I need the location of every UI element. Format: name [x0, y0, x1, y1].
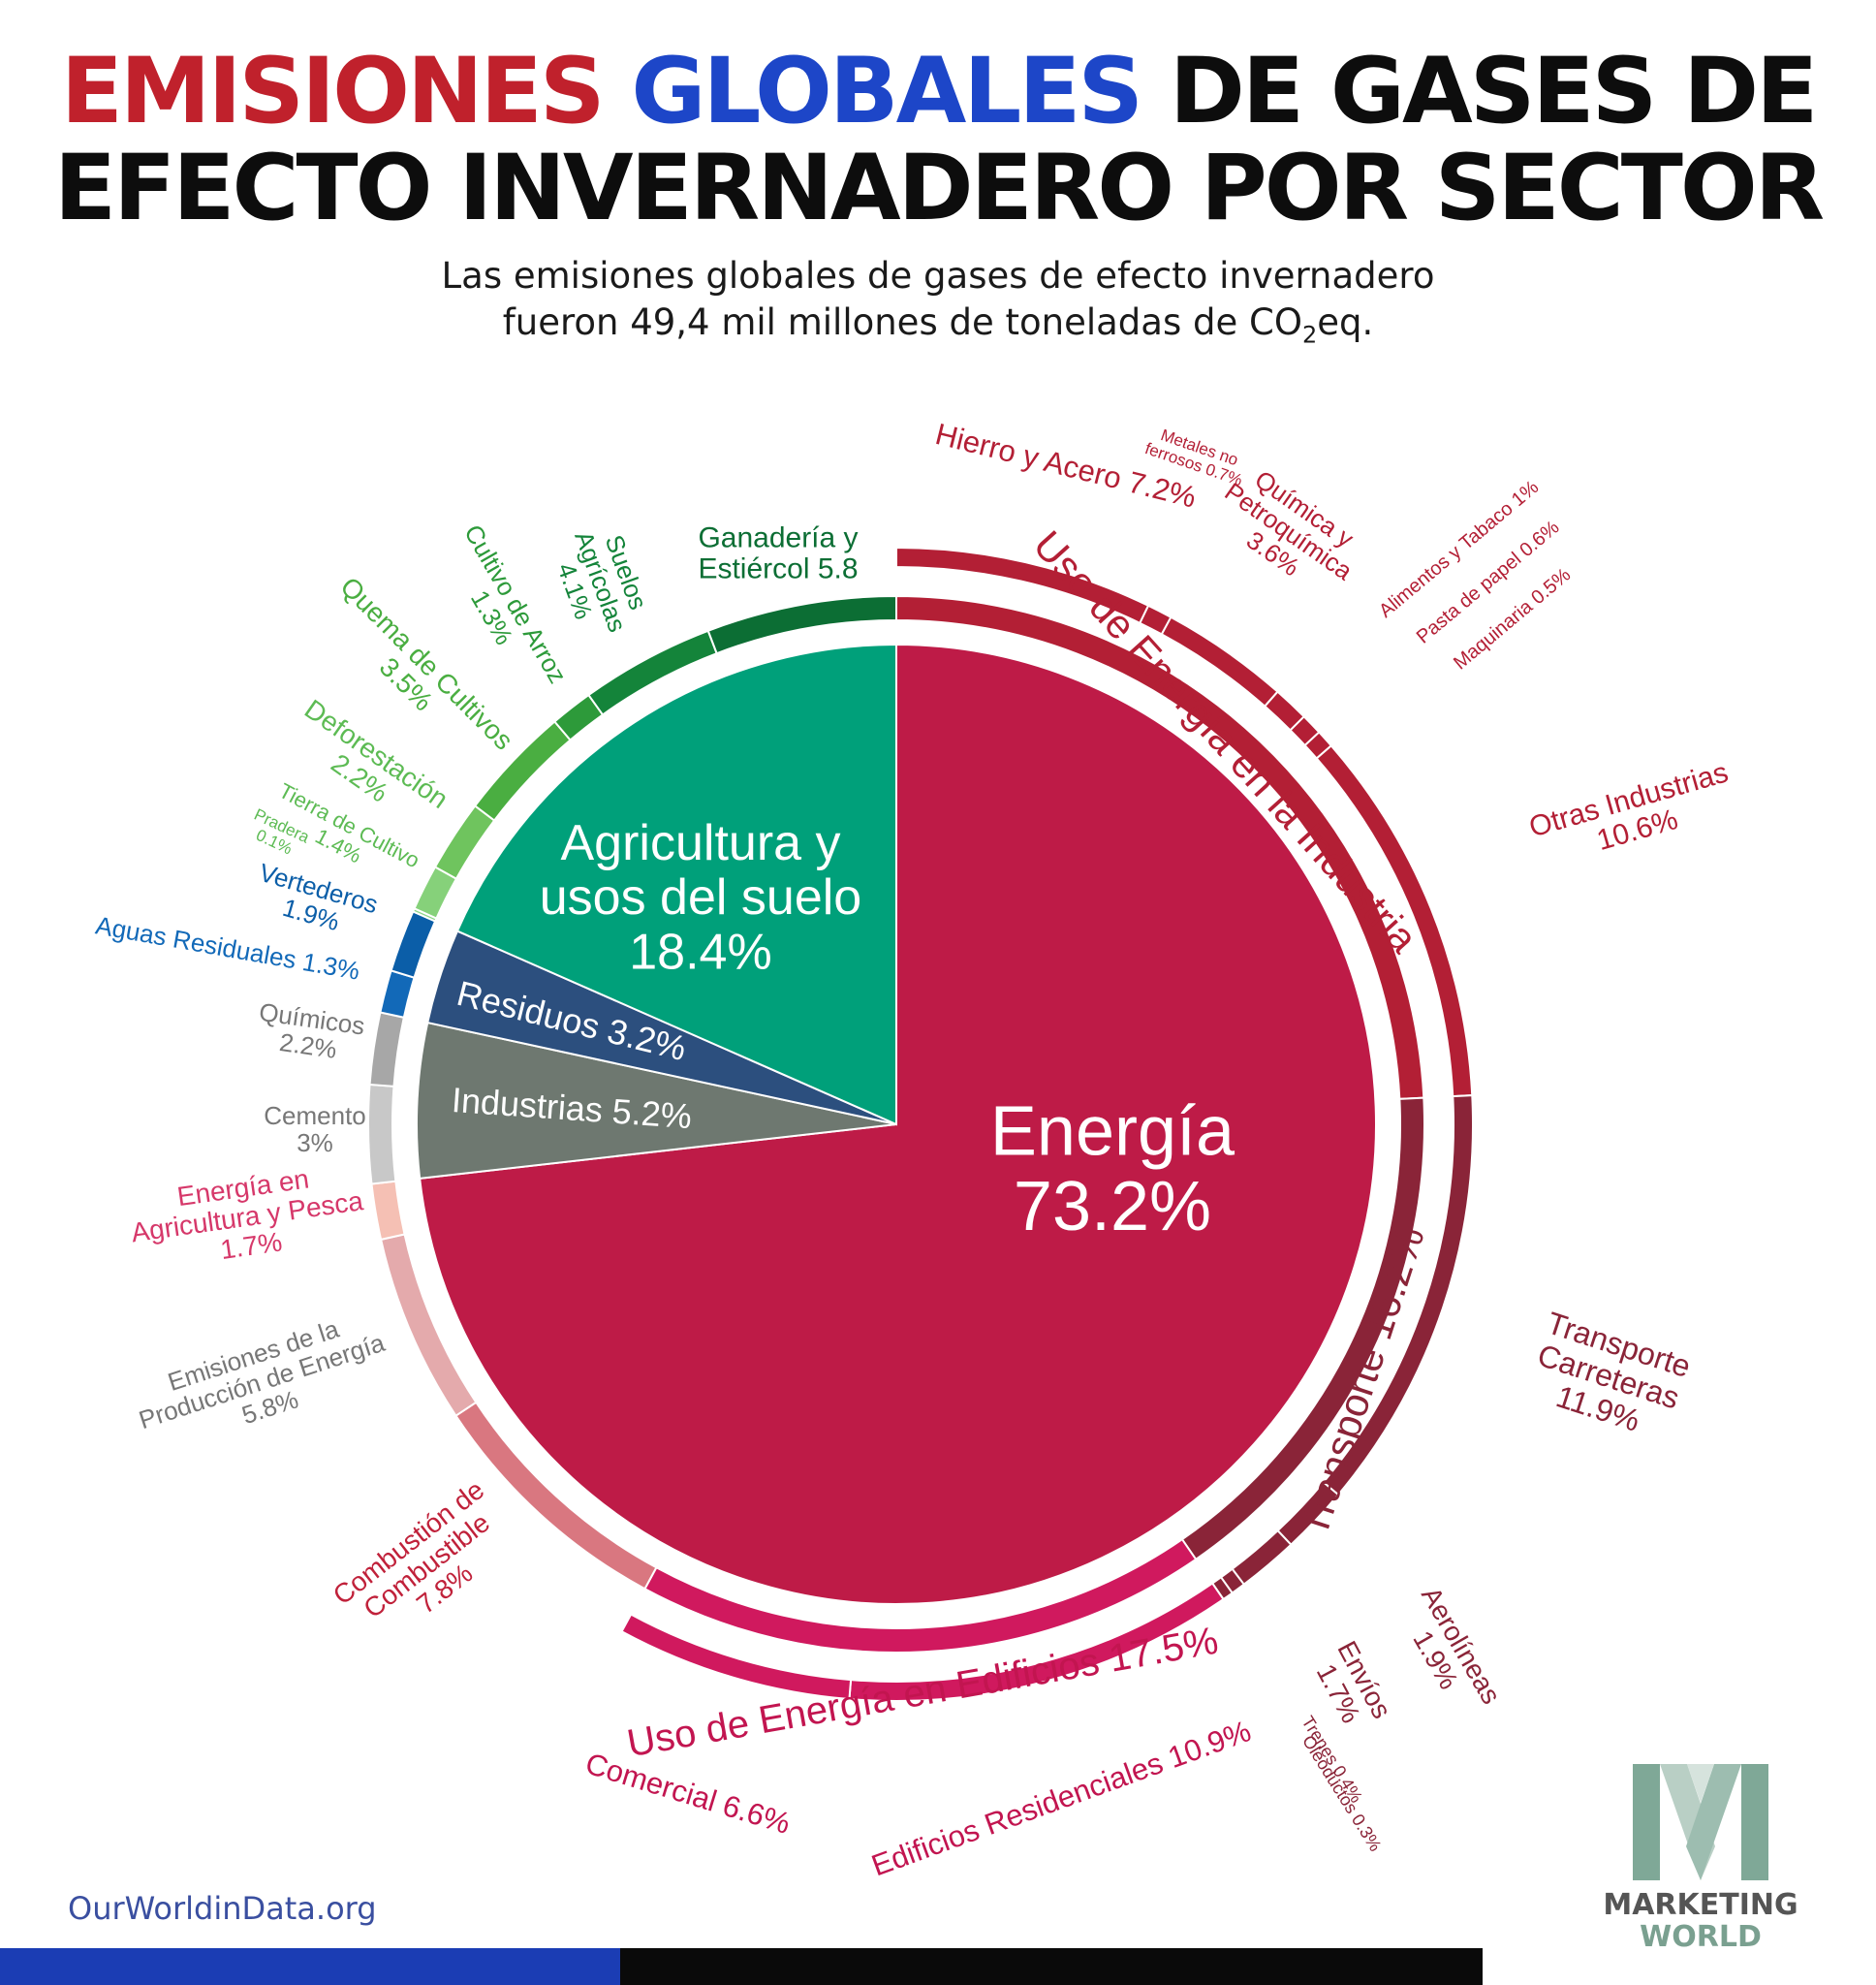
- ring-segment-ganaderia-y-estiercol: [706, 594, 897, 655]
- pie-label-energia: Energía 73.2%: [990, 1092, 1235, 1245]
- title-word-2: DE GASES DE: [1141, 39, 1818, 144]
- ring-segment-quimicos: [368, 1011, 406, 1087]
- ring-segment-vertederos: [390, 910, 437, 979]
- segment-label-cemento: Cemento 3%: [264, 1101, 366, 1157]
- segment-label-edificios-residenciales: Edificios Residenciales 10.9%: [867, 1714, 1256, 1882]
- subtitle-subscript: 2: [1301, 321, 1318, 349]
- segment-label-maquinaria: Maquinaria 0.5%: [1450, 564, 1575, 674]
- logo-text-2: WORLD: [1640, 1920, 1762, 1953]
- chart-subtitle-line2: fueron 49,4 mil millones de toneladas de…: [0, 300, 1876, 357]
- outer-segment-envios: [1231, 1528, 1293, 1587]
- source-label: OurWorldinData.org: [68, 1890, 377, 1927]
- ring-segment-deforestacion: [433, 804, 496, 880]
- logo-text-1: MARKETING: [1603, 1888, 1798, 1922]
- subtitle-text: fueron 49,4 mil millones de toneladas de…: [502, 301, 1302, 343]
- outer-segment-comercial: [620, 1613, 853, 1701]
- pie-slice-energia: [419, 643, 1377, 1605]
- footer-bar-blue: [0, 1948, 620, 1985]
- segment-label-transporte-carreteras: TransporteCarreteras11.9%: [1522, 1305, 1696, 1447]
- marketing-world-logo: MARKETING WORLD: [1603, 1764, 1798, 1953]
- chart-title-line1: EMISIONES GLOBALES DE GASES DE: [0, 44, 1876, 141]
- segment-label-emisiones-de-la-produccion-de-energia: Emisiones de laProducción de Energía5.8%: [127, 1302, 397, 1461]
- logo-mark-icon: [1633, 1764, 1768, 1880]
- pie-slice-industrias: [416, 1021, 897, 1180]
- ring-segment-aguas-residuales: [379, 969, 416, 1019]
- ring-segment-cemento: [367, 1083, 397, 1185]
- segment-label-otras-industrias: Otras Industrias10.6%: [1525, 756, 1740, 873]
- segment-label-energia-en-agricultura-y-pesca: Energía enAgricultura y Pesca1.7%: [125, 1156, 369, 1276]
- ring-segment-energia-en-agricultura-y-pesca: [370, 1180, 406, 1242]
- segment-label-comercial: Comercial 6.6%: [581, 1747, 794, 1841]
- chart-title-line2: EFECTO INVERNADERO POR SECTOR: [53, 136, 1825, 241]
- segment-label-quimicos: Químicos2.2%: [254, 997, 367, 1068]
- segment-label-vertederos: Vertederos1.9%: [249, 858, 382, 945]
- segment-label-combustion-de-combustible: Combustión deCombustible7.8%: [328, 1474, 526, 1656]
- segment-label-oleoductos: Oleoductos 0.3%: [1298, 1732, 1386, 1855]
- subtitle-text-end: eq.: [1317, 301, 1374, 343]
- segment-label-aerolineas: Aerolíneas1.9%: [1391, 1582, 1507, 1724]
- segment-label-hierro-y-acero: Hierro y Acero 7.2%: [932, 417, 1200, 515]
- title-word-0: EMISIONES: [60, 39, 632, 144]
- chart-subtitle-line1: Las emisiones globales de gases de efect…: [441, 255, 1435, 297]
- segment-label-ganaderia-y-estiercol: Ganadería y Estiércol 5.8: [698, 521, 858, 584]
- pie-label-agricultura-y-usos-del-suelo: Agricultura y usos del suelo 18.4%: [540, 815, 861, 980]
- title-word-1: GLOBALES: [631, 39, 1143, 144]
- segment-label-suelos-agricolas: SuelosAgrícolas4.1%: [544, 518, 658, 645]
- footer-bar-black: [620, 1948, 1483, 1985]
- pie-slice-agricultura-y-usos-del-suelo: [455, 643, 897, 1126]
